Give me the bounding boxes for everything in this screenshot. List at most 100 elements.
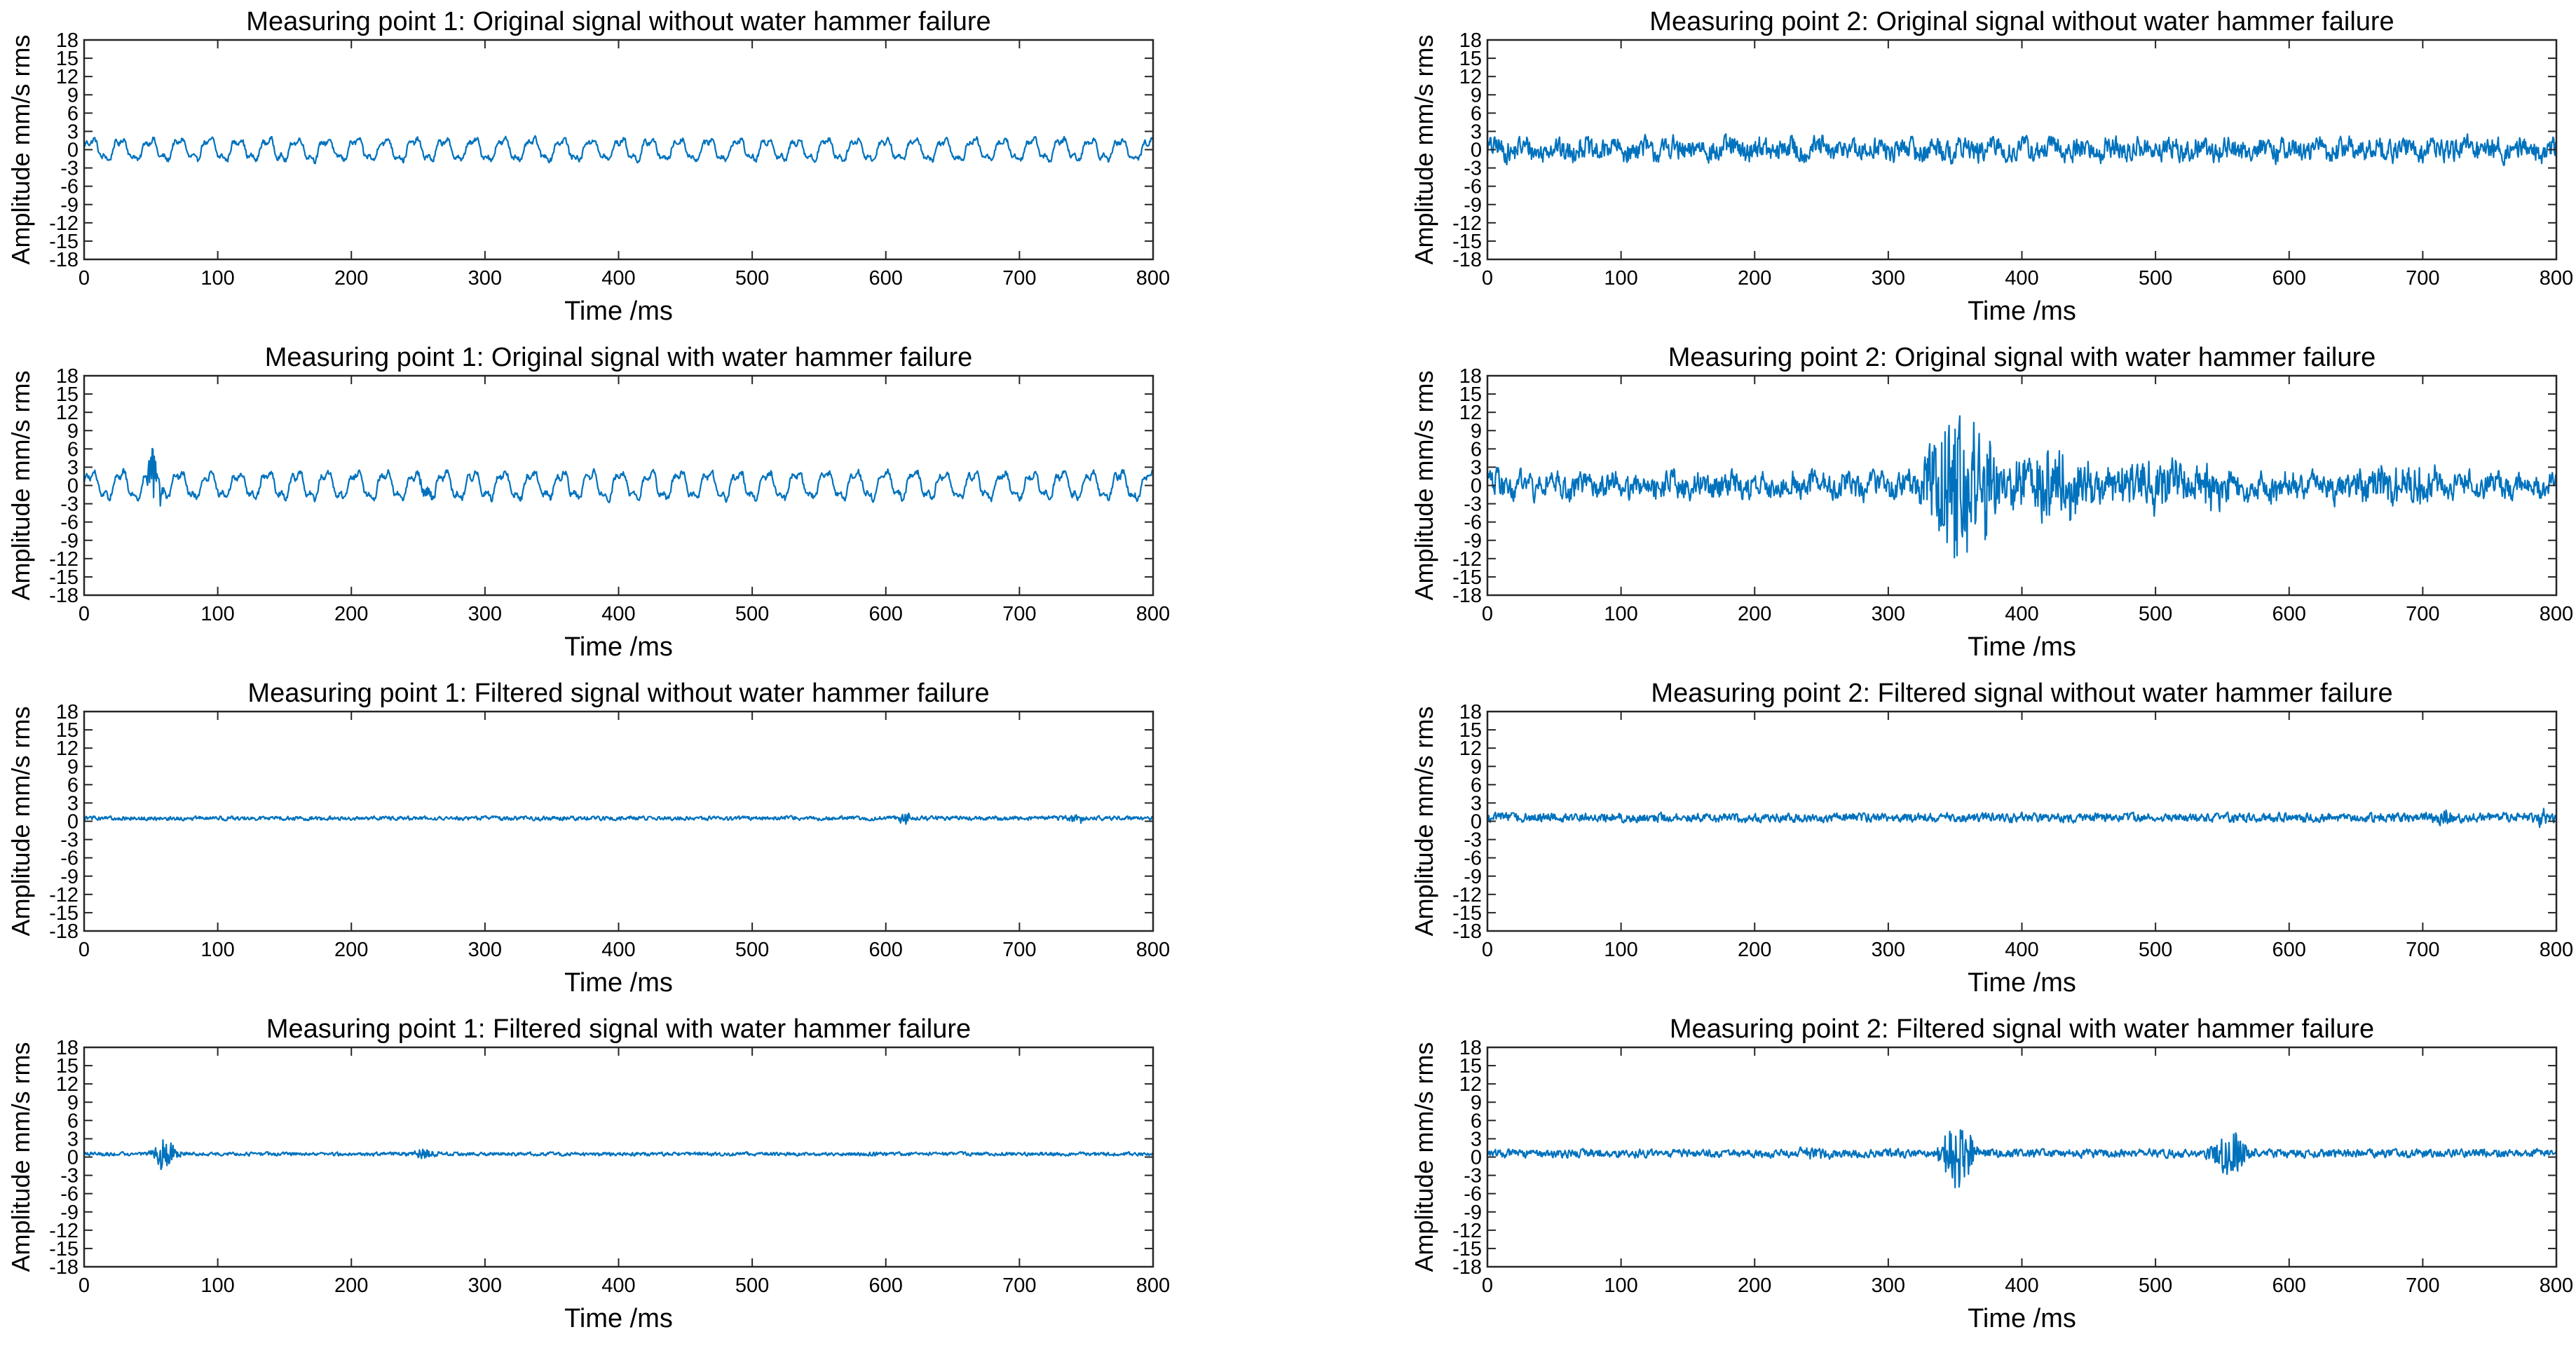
chart-title: Measuring point 1: Original signal witho… [246,7,990,36]
y-tick-label: 3 [67,792,79,815]
y-tick-label: 9 [67,1092,79,1114]
chart-panel-8: Measuring point 2: Filtered signal with … [1410,1014,2573,1333]
series-line-signal [1486,808,2558,829]
y-tick-label: 12 [1459,402,1482,424]
chart-title: Measuring point 2: Original signal witho… [1649,7,2394,36]
y-tick-label: -3 [60,494,79,516]
x-tick-label: 500 [2139,1274,2172,1297]
y-tick-label: 6 [67,102,79,125]
x-tick-label: 300 [468,267,502,290]
x-tick-label: 500 [2139,939,2172,961]
y-axis-label: Amplitude mm/s rms [1410,370,1438,600]
y-tick-label: -12 [1452,548,1482,571]
y-tick-label: -6 [60,512,79,534]
y-tick-label: -9 [60,866,79,888]
x-tick-label: 400 [601,603,635,625]
y-tick-label: -3 [60,158,79,180]
y-tick-label: 3 [1471,792,1482,815]
x-tick-label: 200 [334,939,368,961]
y-tick-label: -9 [1464,1202,1482,1224]
y-tick-label: 15 [1459,1055,1482,1077]
x-axis-label: Time /ms [564,968,673,998]
chart-panel-1: Measuring point 1: Original signal witho… [6,7,1170,326]
x-tick-label: 100 [1604,603,1637,625]
y-tick-label: -18 [49,1256,79,1279]
x-tick-label: 100 [1604,939,1637,961]
y-tick-label: 12 [56,1073,79,1096]
y-tick-label: -9 [1464,866,1482,888]
x-tick-label: 100 [200,603,234,625]
y-tick-label: -15 [49,566,79,589]
x-tick-label: 200 [1738,267,1771,290]
y-tick-label: -9 [1464,530,1482,552]
y-tick-label: -6 [1464,512,1482,534]
y-tick-label: 18 [56,365,79,388]
y-tick-label: 15 [56,719,79,742]
y-tick-label: -3 [1464,158,1482,180]
y-tick-label: -15 [49,1238,79,1260]
x-tick-label: 600 [869,267,903,290]
y-tick-label: -12 [1452,212,1482,235]
x-tick-label: 600 [869,603,903,625]
series-line-signal [83,447,1154,507]
x-tick-label: 100 [1604,267,1637,290]
x-tick-label: 700 [1002,603,1036,625]
x-tick-label: 800 [2540,939,2573,961]
plot-frame [1486,1046,2558,1268]
series-line-signal [83,135,1154,165]
y-tick-label: 9 [67,84,79,107]
series-line-signal [1486,1129,2557,1189]
y-tick-label: 0 [67,475,79,498]
chart-title: Measuring point 2: Filtered signal with … [1670,1014,2374,1044]
y-tick-label: -12 [49,548,79,571]
y-tick-label: 3 [67,1128,79,1150]
x-tick-label: 0 [79,267,90,290]
y-tick-label: 12 [1459,737,1482,760]
y-tick-label: -6 [1464,848,1482,870]
y-tick-label: 15 [56,1055,79,1077]
y-tick-label: -15 [1452,1238,1482,1260]
y-tick-label: 9 [67,756,79,778]
x-tick-label: 800 [1136,939,1170,961]
series-line-signal [83,1138,1154,1171]
x-tick-label: 500 [735,939,769,961]
x-tick-label: 400 [601,939,635,961]
x-tick-label: 200 [1738,1274,1771,1297]
chart-title: Measuring point 2: Original signal with … [1668,343,2376,372]
x-tick-label: 300 [1872,1274,1905,1297]
x-tick-label: 700 [2406,939,2439,961]
y-tick-label: -15 [1452,566,1482,589]
x-tick-label: 0 [1482,603,1493,625]
y-tick-label: 6 [1471,774,1482,796]
y-tick-label: 0 [1471,811,1482,834]
x-tick-label: 400 [2005,1274,2038,1297]
y-tick-label: 6 [67,774,79,796]
x-tick-label: 0 [1482,939,1493,961]
y-tick-label: 6 [1471,438,1482,461]
y-tick-label: 0 [1471,140,1482,162]
y-tick-label: 18 [56,29,79,52]
x-tick-label: 0 [79,603,90,625]
x-tick-label: 500 [735,603,769,625]
y-tick-label: 0 [1471,1147,1482,1169]
y-tick-label: -18 [1452,249,1482,271]
x-tick-label: 500 [735,1274,769,1297]
y-tick-label: -12 [1452,884,1482,906]
x-tick-label: 800 [1136,267,1170,290]
y-tick-label: 12 [56,402,79,424]
series-line-signal [1486,132,2558,166]
y-tick-label: 18 [56,701,79,723]
x-axis-label: Time /ms [1968,297,2076,326]
y-tick-label: -6 [1464,176,1482,198]
x-tick-label: 800 [1136,603,1170,625]
x-tick-label: 700 [2406,603,2439,625]
x-tick-label: 600 [2272,1274,2306,1297]
x-tick-label: 200 [1738,603,1771,625]
y-tick-label: 18 [1459,365,1482,388]
x-tick-label: 100 [200,939,234,961]
y-axis-label: Amplitude mm/s rms [6,370,35,600]
y-tick-label: 9 [1471,420,1482,442]
y-tick-label: 6 [67,438,79,461]
x-axis-label: Time /ms [1968,968,2076,998]
y-axis-label: Amplitude mm/s rms [1410,1042,1438,1272]
